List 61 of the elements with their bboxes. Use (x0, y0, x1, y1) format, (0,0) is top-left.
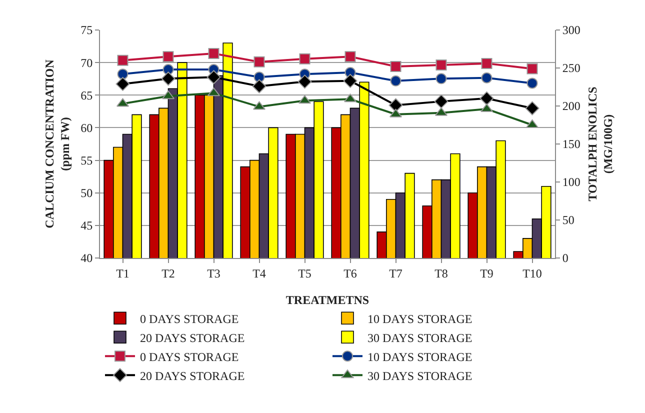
y2-tick-label: 200 (562, 99, 580, 114)
x-tick-label: T1 (116, 266, 130, 280)
x-tick-label: T7 (389, 266, 402, 280)
y2-axis-title: TOTALPH ENOLICS (MG/100G) (585, 86, 615, 202)
point (117, 54, 128, 66)
legend-label: 20 DAYS STORAGE (140, 368, 245, 383)
point (117, 68, 128, 80)
point (526, 78, 538, 89)
point (299, 53, 310, 64)
point (526, 63, 538, 74)
y-tick-label: 70 (80, 56, 93, 70)
y2-tick-label: 50 (562, 213, 574, 228)
legend-label: 20 DAYS STORAGE (140, 330, 245, 345)
y-tick-label: 65 (80, 88, 93, 102)
y-tick-label: 50 (80, 186, 93, 200)
point (206, 70, 221, 84)
legend-label: 10 DAYS STORAGE (368, 350, 472, 364)
point (343, 74, 358, 88)
x-axis-title: TREATMETNS (286, 293, 370, 307)
y-tick-label: 40 (80, 251, 93, 266)
point (388, 98, 403, 112)
legend-label: 0 DAYS STORAGE (140, 350, 239, 364)
legend-label: 0 DAYS STORAGE (140, 312, 239, 326)
point (436, 59, 447, 70)
point (434, 94, 448, 108)
point (344, 51, 356, 62)
x-tick-label: T5 (298, 266, 312, 280)
x-tick-label: T6 (344, 266, 357, 280)
x-tick-label: T4 (252, 266, 266, 280)
x-tick-label: T2 (162, 266, 175, 280)
point (298, 74, 312, 89)
legend-label: 30 DAYS STORAGE (368, 330, 472, 345)
point (162, 51, 174, 62)
point (161, 72, 176, 86)
y-tick-label: 55 (80, 153, 93, 168)
point (481, 72, 492, 84)
point (480, 91, 494, 106)
x-tick-label: T9 (480, 266, 494, 280)
legend-label: 30 DAYS STORAGE (368, 368, 472, 383)
point (525, 101, 540, 116)
y2-tick-label: 100 (562, 175, 580, 190)
point (116, 76, 130, 91)
legend-label: 10 DAYS STORAGE (368, 312, 472, 326)
point (390, 75, 402, 86)
point (390, 60, 402, 72)
x-tick-label: T8 (434, 266, 448, 280)
point (252, 79, 266, 94)
point (254, 56, 265, 68)
y2-tick-label: 300 (562, 23, 580, 38)
y2-tick-label: 250 (562, 61, 580, 76)
x-tick-label: T3 (207, 266, 220, 280)
y2-tick-label: 0 (562, 251, 568, 266)
y-tick-label: 60 (80, 120, 93, 135)
y-axis-title: CALCIUM CONCENTRATION (ppm FW) (42, 59, 72, 228)
y-tick-label: 45 (80, 218, 93, 233)
y2-tick-label: 150 (562, 137, 580, 152)
y-tick-label: 75 (80, 23, 93, 38)
point (481, 58, 492, 69)
point (436, 73, 447, 84)
x-tick-label: T10 (522, 266, 542, 280)
point (208, 48, 220, 60)
